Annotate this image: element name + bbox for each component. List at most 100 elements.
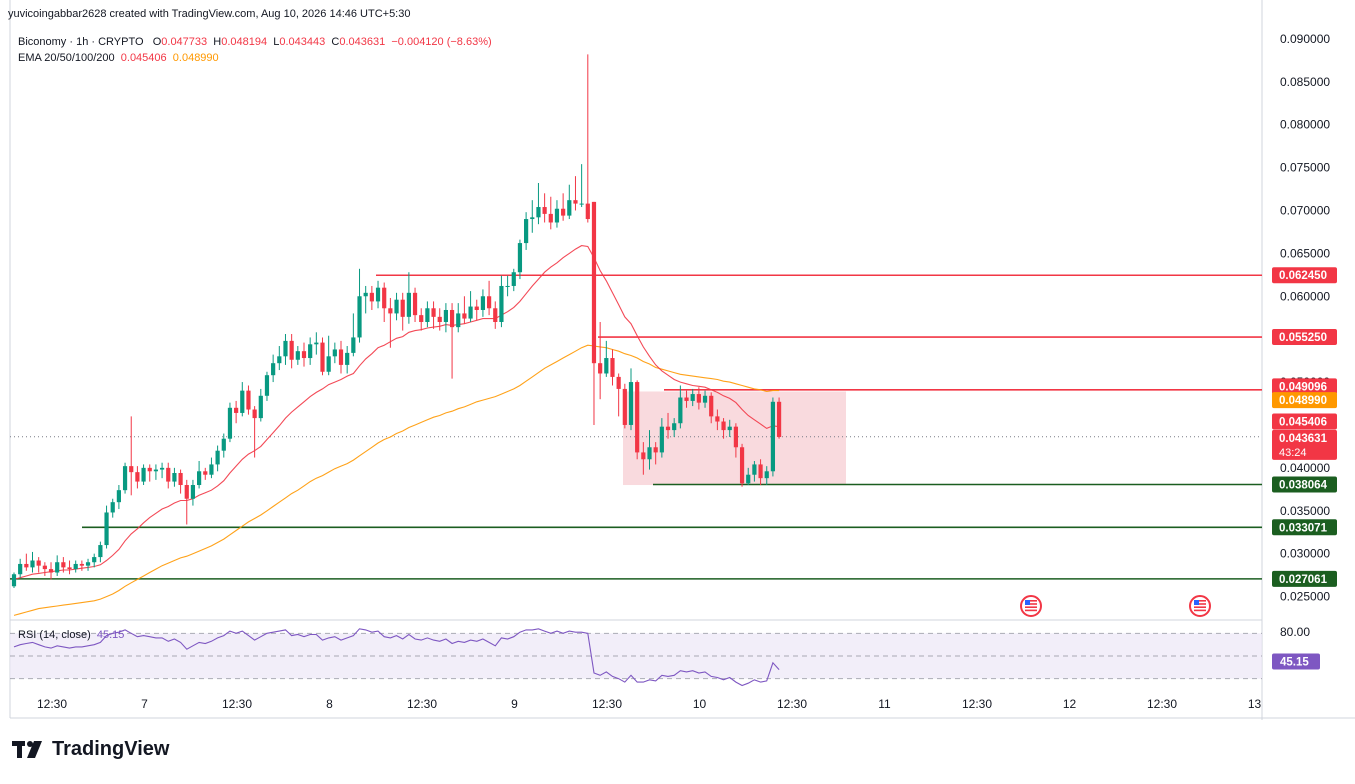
level-price-tag-text: 0.055250 (1279, 332, 1327, 344)
candle-body (190, 485, 196, 499)
tradingview-logo[interactable]: TradingView (12, 738, 169, 761)
level-price-tag-bg (1272, 267, 1337, 284)
candle-body (733, 426, 738, 448)
header-credit: yuvicoingabbar2628 created with TradingV… (8, 8, 411, 20)
rsi-axis-label: 80.00 (1280, 625, 1310, 639)
candle-body (283, 340, 288, 357)
candle-body (67, 567, 72, 570)
level-price-tag-bg (1272, 570, 1337, 587)
candle-body (326, 356, 331, 372)
candle-body (752, 464, 757, 475)
price-axis: 0.090000 0.085000 0.080000 0.075000 0.070000… (1280, 32, 1330, 604)
candle-body (369, 292, 374, 302)
candle-body (622, 388, 627, 425)
candle-body (524, 219, 529, 244)
price-tag-text: 0.049096 (1279, 381, 1327, 393)
candle-body (462, 313, 467, 319)
candle-body (561, 208, 566, 216)
ema50-line (13, 344, 780, 616)
level-price-tag-text: 0.038064 (1279, 479, 1328, 491)
candle-body (480, 296, 486, 310)
candle-body (486, 296, 492, 309)
close-label: C (331, 36, 340, 48)
candle-body (357, 296, 362, 338)
time-tick-label: 12:30 (962, 697, 992, 711)
candle-body (314, 342, 319, 345)
candle-body (264, 375, 270, 396)
candle-body (727, 426, 732, 431)
candle-body (468, 306, 473, 319)
candle-body (172, 473, 177, 482)
candle-body (271, 363, 276, 376)
candle-body (678, 397, 683, 424)
level-price-tag-bg (1272, 329, 1337, 346)
candle-body (30, 560, 35, 568)
candle-body (363, 292, 368, 297)
us-flag-stripe (1194, 609, 1206, 612)
candle-body (437, 316, 442, 322)
candle-body (758, 464, 763, 479)
time-tick-label: 12:30 (37, 697, 67, 711)
candle-body (320, 342, 325, 372)
candle-body (598, 363, 603, 374)
candle-body (73, 563, 78, 570)
time-tick-label: 13 (1248, 697, 1262, 711)
price-tick-label: 0.030000 (1280, 547, 1330, 561)
price-tick-label: 0.040000 (1280, 461, 1330, 475)
us-flag-stripe (1194, 606, 1206, 608)
us-flag-canton (1194, 600, 1199, 605)
price-tag-bg (1272, 392, 1337, 409)
rsi-value-tag-text: 45.15 (1280, 656, 1309, 668)
candle-body (153, 469, 159, 472)
candle-body (36, 560, 41, 566)
level-price-tag: 0.027061 (1272, 570, 1337, 587)
time-tick-label: 10 (693, 697, 707, 711)
price-tag-bg (1272, 429, 1337, 460)
ema-label[interactable]: EMA 20/50/100/200 (18, 52, 115, 64)
candle-body (141, 467, 146, 482)
price-tag-text: 0.043631 (1279, 433, 1328, 445)
open-value: 0.047733 (161, 36, 208, 48)
candle-body (696, 394, 701, 403)
candle-body (221, 438, 226, 451)
candle-body (567, 200, 572, 216)
time-tick-label: 9 (511, 697, 518, 711)
candle-body (715, 416, 720, 422)
candle-body (665, 426, 671, 431)
candle-body (234, 407, 239, 413)
candle-body (425, 308, 430, 322)
candle-body (610, 358, 615, 377)
change-value: −0.004120 (−8.63%) (391, 36, 492, 48)
rsi-label[interactable]: RSI (14, close) (18, 629, 91, 641)
candle-body (246, 390, 251, 410)
time-tick-label: 8 (326, 697, 333, 711)
candle-body (573, 200, 578, 204)
candle-body (548, 213, 553, 223)
rsi-legend-value: 45.15 (96, 629, 125, 641)
level-price-tag-text: 0.033071 (1279, 522, 1328, 534)
candle-body (400, 299, 405, 317)
candle-body (338, 349, 344, 365)
candle-body (394, 299, 399, 314)
candle-body (702, 395, 708, 403)
tradingview-logo-icon (12, 740, 42, 758)
candle-body (770, 401, 776, 472)
candle-body (227, 407, 233, 439)
candle-body (412, 292, 418, 316)
candle-body (530, 217, 535, 220)
candle-body (240, 390, 245, 413)
candle-body (635, 382, 640, 453)
ema50-value: 0.048990 (172, 52, 219, 64)
candle-body (98, 545, 103, 558)
candle-body (647, 447, 652, 460)
candle-body (505, 285, 510, 287)
candle-body (178, 473, 183, 486)
candle-body (61, 562, 66, 568)
close-value: 0.043631 (339, 36, 386, 48)
price-tag: 0.049096 (1272, 378, 1337, 395)
rsi-legend: RSI (14, close) 45.15 (18, 629, 124, 641)
rsi-value-tag-bg (1272, 653, 1320, 670)
candle-body (431, 308, 436, 317)
symbol-label[interactable]: Biconomy · 1h · CRYPTO (18, 36, 144, 48)
